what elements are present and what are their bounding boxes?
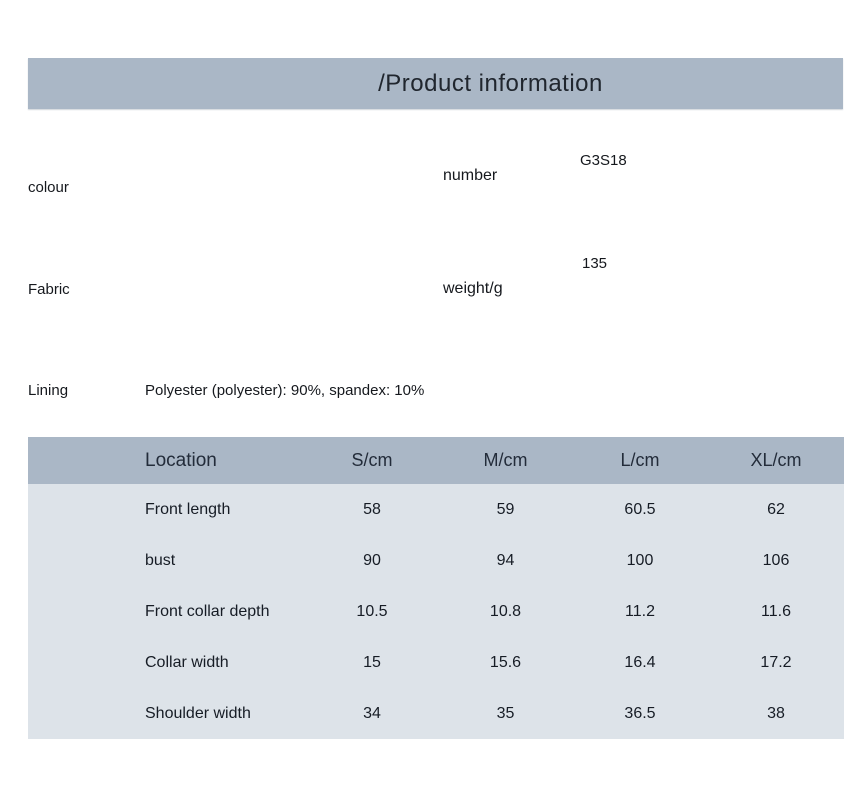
row-label: bust xyxy=(145,551,176,569)
page-title: /Product information xyxy=(378,69,603,97)
row-label: Front collar depth xyxy=(145,602,270,620)
column-header-l-cm: L/cm xyxy=(620,450,660,470)
table-row: Front length 58 59 60.5 62 xyxy=(28,484,844,535)
column-header-xl-cm: XL/cm xyxy=(750,450,802,470)
row-label: Collar width xyxy=(145,653,229,671)
table-row: Front collar depth 10.5 10.8 11.2 11.6 xyxy=(28,586,844,637)
cell-value: 94 xyxy=(496,551,515,569)
cell-value: 62 xyxy=(767,500,785,518)
size-table-header-row: Location S/cm M/cm L/cm XL/cm xyxy=(28,437,844,484)
cell-value: 106 xyxy=(762,551,790,569)
colour-label: colour xyxy=(28,179,69,196)
row-label: Front length xyxy=(145,500,231,518)
cell-value: 15 xyxy=(363,653,381,671)
lining-composition: Polyester (polyester): 90%, spandex: 10% xyxy=(145,382,425,399)
cell-value: 11.2 xyxy=(625,602,655,620)
cell-value: 16.4 xyxy=(624,653,656,671)
cell-value: 59 xyxy=(496,500,515,518)
cell-value: 11.6 xyxy=(761,602,791,620)
cell-value: 10.5 xyxy=(356,602,388,620)
number-value: G3S18 xyxy=(580,152,627,169)
column-header-s-cm: S/cm xyxy=(351,450,393,470)
cell-value: 35 xyxy=(496,704,515,722)
cell-value: 15.6 xyxy=(489,653,522,671)
cell-value: 34 xyxy=(363,704,381,722)
cell-value: 38 xyxy=(767,704,785,722)
cell-value: 90 xyxy=(363,551,381,569)
number-label: number xyxy=(443,167,498,184)
cell-value: 100 xyxy=(626,551,654,569)
weight-value: 135 xyxy=(582,255,608,272)
cell-value: 17.2 xyxy=(760,653,792,671)
table-row: Shoulder width 34 35 36.5 38 xyxy=(28,688,844,739)
table-row: Collar width 15 15.6 16.4 17.2 xyxy=(28,637,844,688)
cell-value: 10.8 xyxy=(489,602,522,620)
column-header-location: Location xyxy=(145,449,217,471)
cell-value: 58 xyxy=(363,500,381,518)
lining-label: Lining xyxy=(28,382,69,399)
table-row: bust 90 94 100 106 xyxy=(28,535,844,586)
row-label: Shoulder width xyxy=(145,704,251,722)
size-table-body: Front length 58 59 60.5 62 bust 90 94 10… xyxy=(28,484,844,739)
cell-value: 60.5 xyxy=(624,500,656,518)
column-header-m-cm: M/cm xyxy=(483,450,528,470)
cell-value: 36.5 xyxy=(624,704,656,722)
fabric-label: Fabric xyxy=(28,281,70,298)
weight-label: weight/g xyxy=(443,280,503,297)
product-information-header: /Product information xyxy=(28,58,843,109)
size-table: Location S/cm M/cm L/cm XL/cm Front leng… xyxy=(28,437,844,739)
